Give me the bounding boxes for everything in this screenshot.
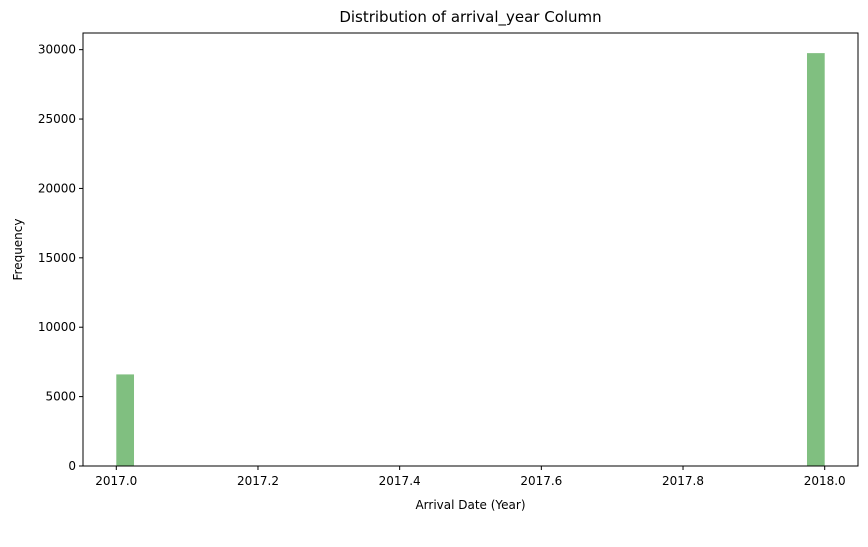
axes-frame	[82, 32, 859, 467]
y-tick-label-6: 30000	[38, 43, 76, 57]
x-axis-label: Arrival Date (Year)	[415, 498, 525, 512]
x-tick-label-0: 2017.0	[95, 474, 137, 488]
x-axis: 2017.0 2017.2 2017.4 2017.6 2017.8 2018.0	[95, 466, 846, 488]
y-tick-label-1: 5000	[45, 390, 76, 404]
x-tick-label-2: 2017.4	[379, 474, 421, 488]
x-tick-label-1: 2017.2	[237, 474, 279, 488]
y-tick-label-4: 20000	[38, 181, 76, 195]
x-tick-label-5: 2018.0	[804, 474, 846, 488]
y-tick-label-2: 10000	[38, 320, 76, 334]
plot-area	[116, 53, 825, 466]
y-axis: 0 5000 10000 15000 20000 25000 30000	[38, 43, 83, 473]
chart-title: Distribution of arrival_year Column	[339, 8, 601, 27]
y-tick-label-0: 0	[68, 459, 76, 473]
y-tick-label-3: 15000	[38, 251, 76, 265]
y-axis-label: Frequency	[11, 219, 25, 281]
histogram-bar-1	[806, 53, 825, 466]
x-tick-label-4: 2017.8	[662, 474, 704, 488]
y-tick-label-5: 25000	[38, 112, 76, 126]
histogram-bar-0	[116, 374, 135, 466]
x-tick-label-3: 2017.6	[520, 474, 562, 488]
